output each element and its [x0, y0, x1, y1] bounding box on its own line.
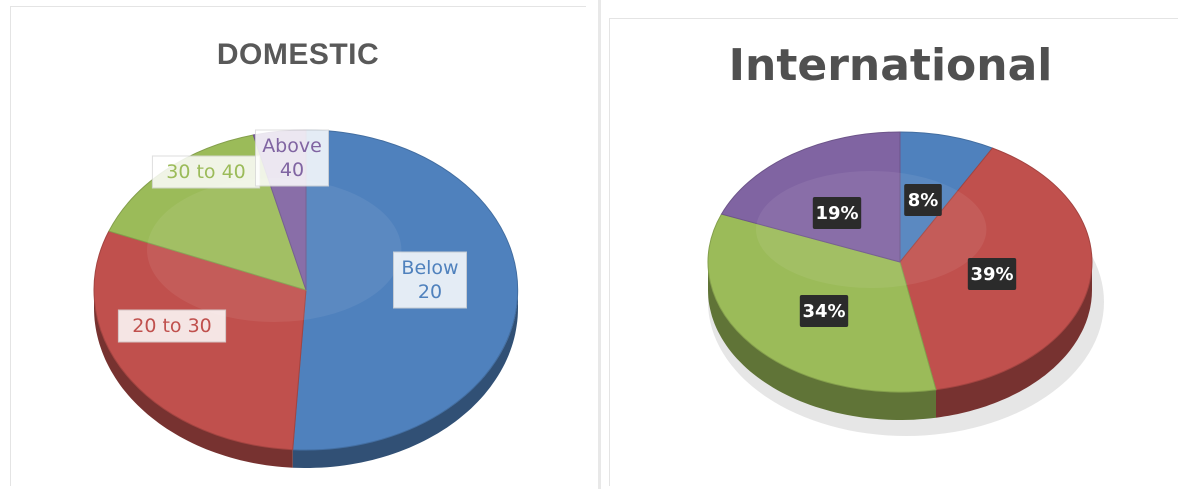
international-pie-chart: 8% 39% 34% 19%: [707, 131, 1104, 436]
domestic-data-label-text: 40: [280, 159, 304, 181]
domestic-data-label-text: Above: [262, 135, 322, 157]
international-slice-8: [899, 131, 994, 264]
domestic-data-label-text: Below: [401, 257, 458, 279]
international-slice-side-34: [708, 262, 936, 420]
domestic-data-label-box: [393, 251, 467, 309]
domestic-frame-top: [10, 6, 586, 7]
international-chart-panel: International 8% 39% 34% 19%: [603, 0, 1178, 489]
domestic-data-label-text: 30 to 40: [166, 161, 246, 183]
domestic-chart-title: DOMESTIC: [216, 38, 380, 71]
international-data-label-text: 34%: [802, 301, 845, 322]
domestic-slice-side-20-to-30: [94, 290, 293, 468]
domestic-data-label-30-to-40: 30 to 40: [151, 155, 261, 189]
domestic-data-label-box: [117, 309, 227, 343]
panel-divider: [598, 0, 601, 489]
international-chart-title: International: [728, 40, 1053, 91]
international-data-label-box: [812, 197, 862, 229]
domestic-data-label-text: 20 to 30: [132, 315, 212, 337]
international-data-label-text: 8%: [908, 190, 939, 211]
domestic-data-label-text: 20: [418, 281, 442, 303]
domestic-data-label-box: [255, 129, 329, 187]
domestic-data-label-20-to-30: 20 to 30: [117, 309, 227, 343]
domestic-data-label-box: [151, 155, 261, 189]
domestic-chart-panel: DOMESTIC Below 20 20 to 30 30 to 40 Above 40: [10, 6, 586, 486]
international-frame-top: [609, 18, 1178, 19]
international-data-label-8: 8%: [904, 184, 942, 216]
international-data-label-39: 39%: [967, 258, 1017, 290]
international-slice-19: [720, 131, 901, 263]
domestic-frame-left: [10, 6, 11, 486]
international-data-label-34: 34%: [799, 295, 849, 327]
international-data-label-text: 39%: [970, 264, 1013, 285]
international-data-label-box: [799, 295, 849, 327]
international-slice-side-39: [936, 262, 1092, 418]
international-data-label-19: 19%: [812, 197, 862, 229]
international-pie-highlight: [756, 171, 987, 288]
international-data-label-text: 19%: [815, 203, 858, 224]
domestic-pie-highlight: [147, 178, 402, 322]
international-frame-left: [609, 18, 610, 486]
international-data-label-box: [904, 184, 942, 216]
international-data-label-box: [967, 258, 1017, 290]
